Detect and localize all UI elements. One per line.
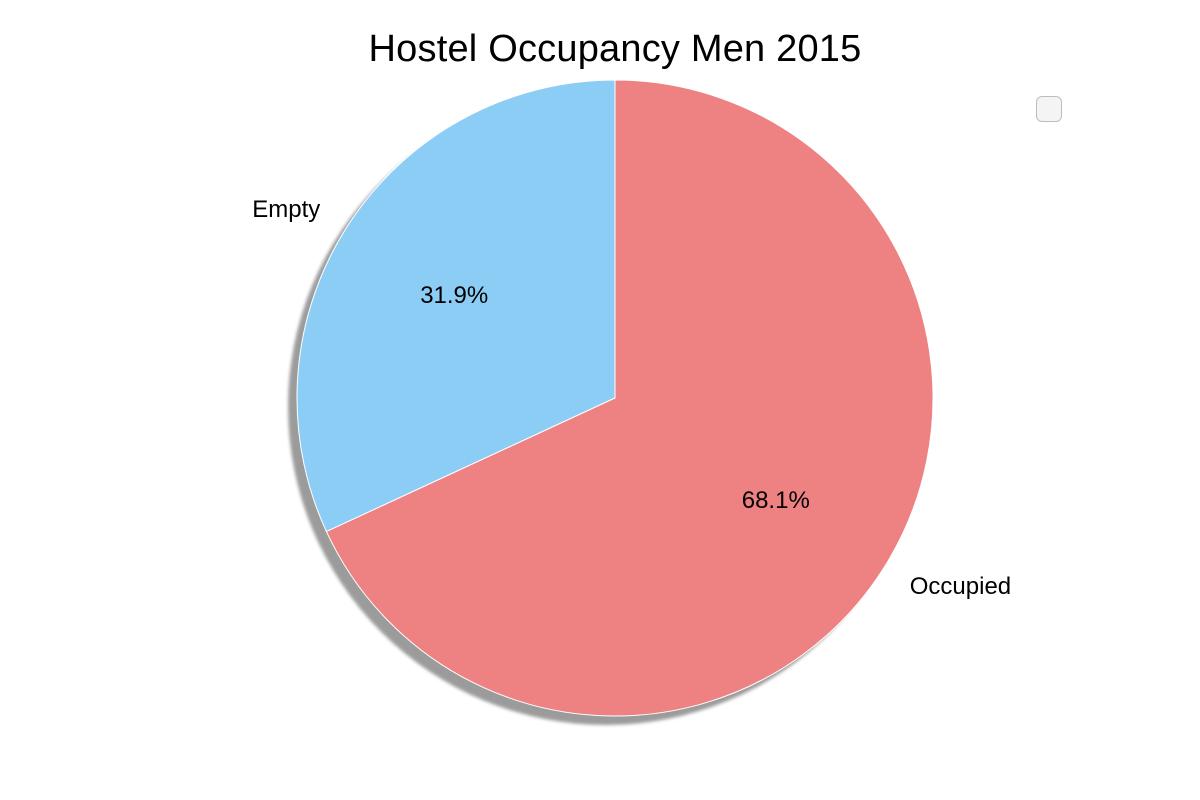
legend-box — [1036, 96, 1062, 122]
pie-category-label-empty: Empty — [252, 196, 320, 223]
pie-labels: 31.9% Empty 68.1% Occupied — [252, 196, 1011, 600]
pie-slice-occupied — [325, 79, 934, 717]
pie-percent-label-occupied: 68.1% — [742, 487, 810, 514]
pie-slice-empty — [296, 79, 616, 533]
chart-title: Hostel Occupancy Men 2015 — [368, 28, 862, 70]
pie-percent-label-empty: 31.9% — [420, 282, 488, 309]
pie-category-label-occupied: Occupied — [910, 573, 1011, 600]
pie-slices — [296, 79, 934, 717]
